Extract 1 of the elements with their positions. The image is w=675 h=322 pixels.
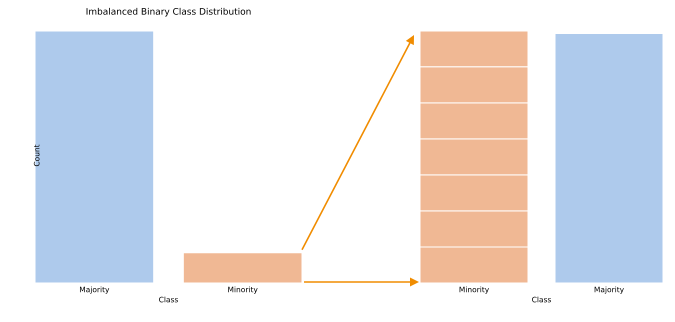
chart-title: Imbalanced Binary Class Distribution <box>86 8 251 16</box>
